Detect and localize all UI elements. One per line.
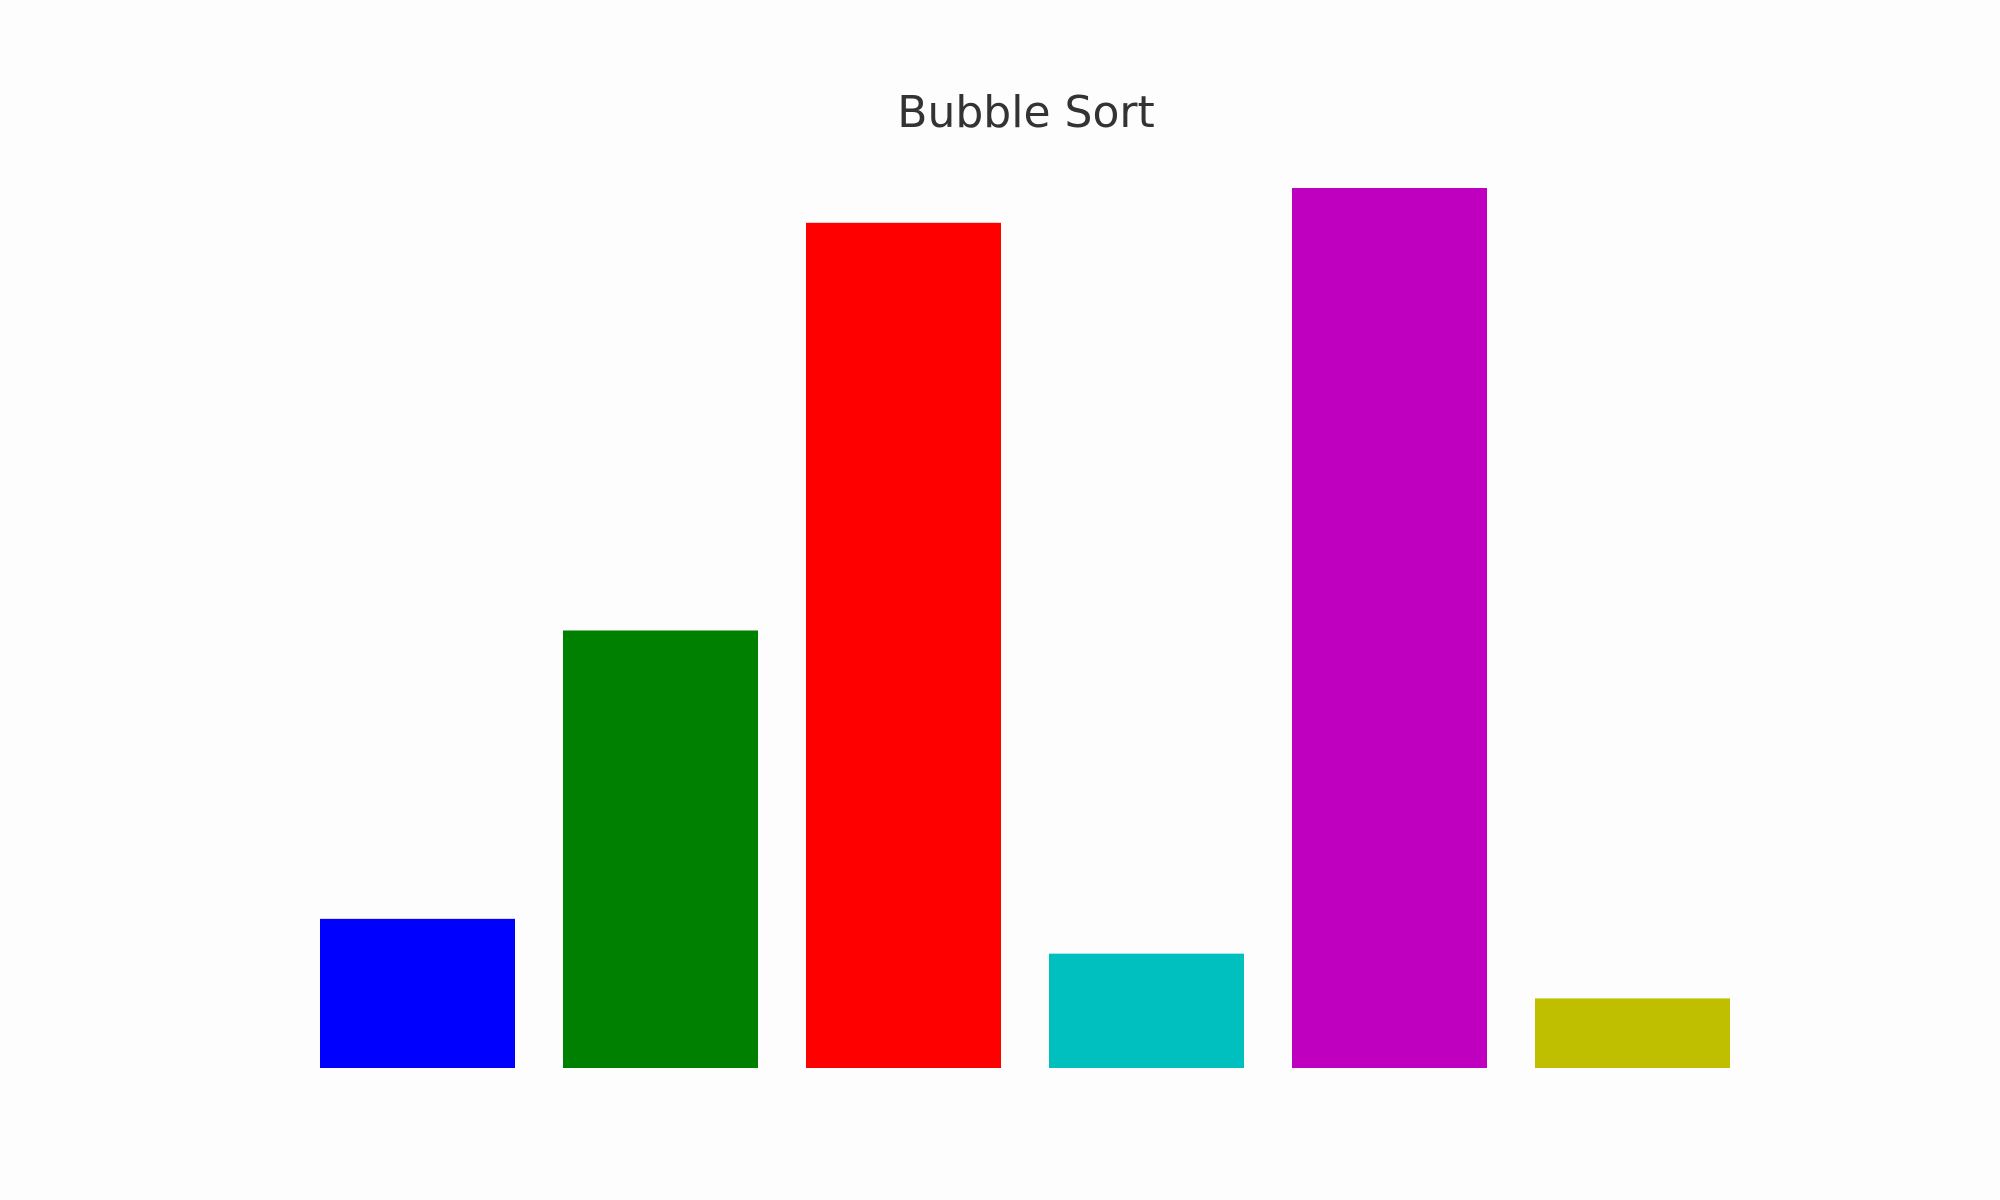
bar-6 <box>1535 998 1730 1068</box>
bar-group <box>320 188 1730 1069</box>
bar-4 <box>1049 953 1244 1068</box>
bar-2 <box>563 630 758 1068</box>
bar-5 <box>1292 188 1487 1068</box>
bar-1 <box>320 918 515 1068</box>
bar-3 <box>806 222 1001 1069</box>
chart-title: Bubble Sort <box>897 87 1154 138</box>
